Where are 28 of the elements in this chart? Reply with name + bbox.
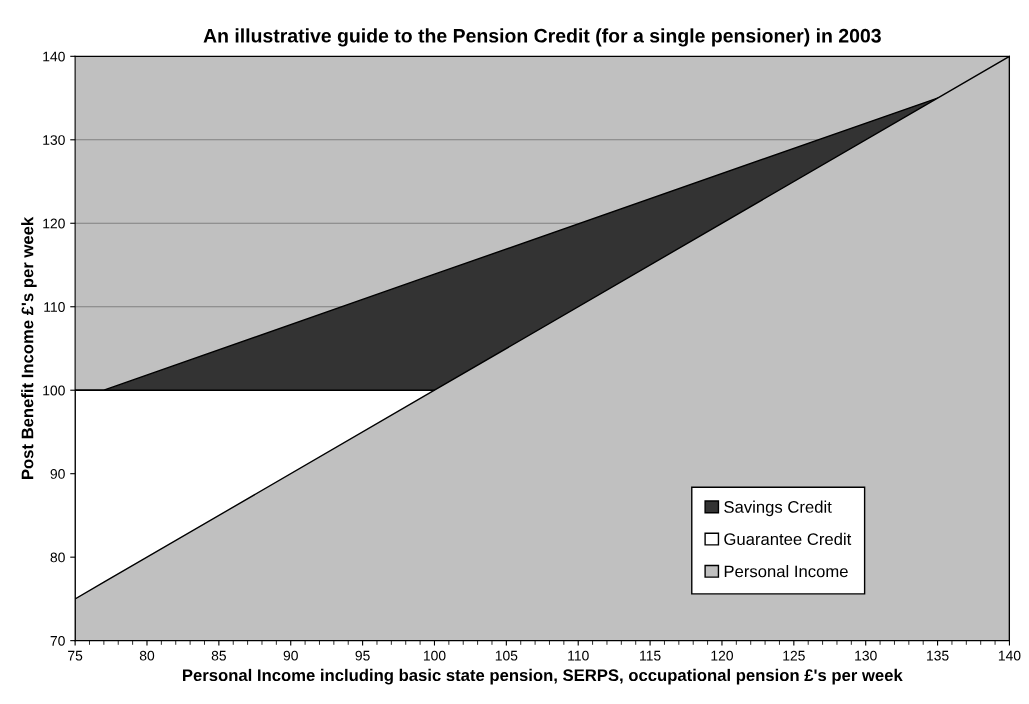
y-tick-label: 130: [43, 135, 65, 145]
legend-label: Savings Credit: [724, 500, 832, 517]
y-tick-label: 70: [50, 635, 65, 646]
y-tick-label: 90: [50, 469, 65, 479]
x-tick-label: 140: [998, 650, 1021, 661]
x-tick-label: 100: [423, 650, 446, 661]
x-tick-label: 75: [68, 650, 83, 661]
y-tick-label: 80: [50, 552, 65, 563]
x-axis-title: Personal Income including basic state pension, SERPS, occupational pension £'s per week: [183, 668, 903, 685]
x-tick-label: 95: [355, 650, 370, 661]
y-tick-label: 140: [43, 51, 65, 62]
legend-label: Personal Income: [724, 565, 848, 578]
chart-title: An illustrative guide to the Pension Credit (for a single pensioner) in 2003: [203, 28, 881, 47]
y-tick-label: 110: [44, 302, 65, 312]
y-tick-label: 100: [43, 385, 65, 396]
x-tick-label: 120: [711, 650, 734, 661]
x-tick-label: 90: [283, 650, 298, 661]
y-tick-label: 120: [43, 218, 65, 229]
x-tick-label: 85: [211, 650, 226, 661]
y-axis-title: Post Benefit Income £'s per week: [21, 216, 37, 480]
x-tick-label: 105: [495, 650, 518, 661]
x-tick-label: 130: [855, 650, 877, 661]
x-tick-label: 135: [927, 650, 949, 661]
legend-label: Guarantee Credit: [724, 532, 852, 546]
x-tick-label: 125: [783, 650, 805, 661]
x-tick-label: 115: [640, 650, 661, 661]
x-tick-label: 110: [568, 650, 589, 661]
x-tick-label: 80: [139, 650, 155, 661]
